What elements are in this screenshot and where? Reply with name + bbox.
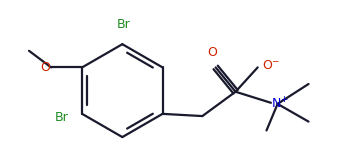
Text: N$^{+}$: N$^{+}$: [271, 96, 289, 112]
Text: O$^{-}$: O$^{-}$: [262, 59, 281, 72]
Text: O: O: [207, 46, 217, 59]
Text: Br: Br: [117, 18, 130, 31]
Text: O: O: [40, 61, 50, 74]
Text: Br: Br: [55, 111, 69, 124]
